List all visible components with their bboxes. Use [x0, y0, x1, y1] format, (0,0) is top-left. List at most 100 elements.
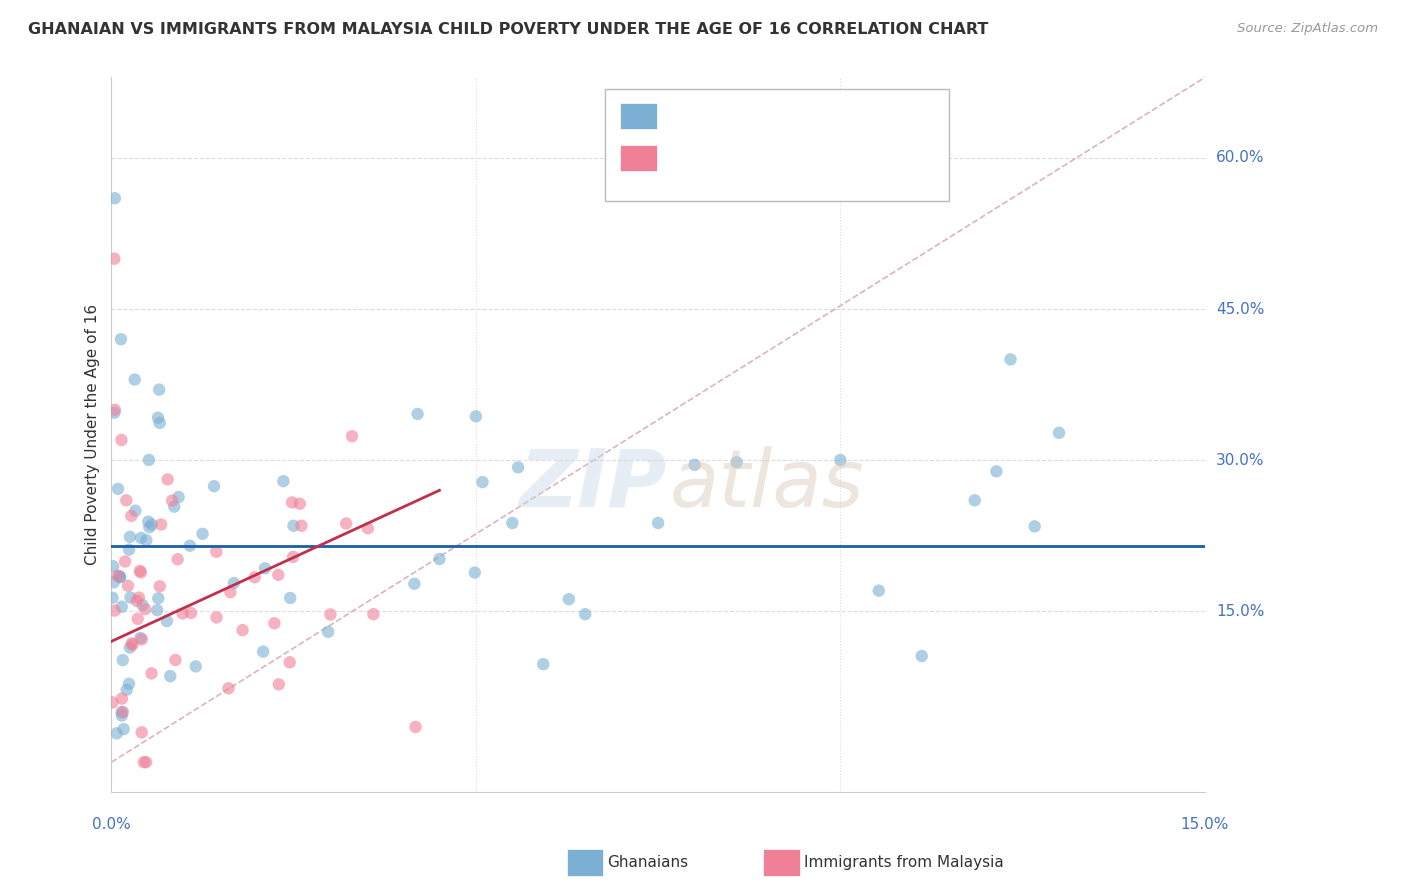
Text: -0.005: -0.005 — [713, 109, 770, 123]
Text: ZIP: ZIP — [519, 446, 666, 524]
Point — [506, 460, 529, 475]
Point — [121, 636, 143, 650]
Point — [117, 579, 139, 593]
Text: R =: R = — [661, 151, 700, 165]
Point — [149, 416, 172, 430]
Point — [253, 561, 276, 575]
Point — [202, 479, 225, 493]
Point — [124, 504, 146, 518]
Point — [205, 610, 228, 624]
Text: 0.0%: 0.0% — [91, 817, 131, 832]
Point — [263, 616, 285, 631]
Point — [232, 623, 254, 637]
Text: R =: R = — [661, 109, 696, 123]
Point — [118, 542, 141, 557]
Text: Source: ZipAtlas.com: Source: ZipAtlas.com — [1237, 22, 1378, 36]
Point — [128, 564, 150, 578]
Point — [125, 594, 148, 608]
Point — [647, 516, 669, 530]
Point — [316, 624, 339, 639]
Point — [111, 705, 134, 719]
Point — [115, 682, 138, 697]
Point — [267, 568, 290, 582]
Point — [184, 659, 207, 673]
Point — [319, 607, 342, 622]
Point — [138, 453, 160, 467]
Point — [132, 755, 155, 769]
Point — [136, 515, 159, 529]
Point — [683, 458, 706, 472]
Point — [166, 552, 188, 566]
Text: Ghanaians: Ghanaians — [607, 855, 689, 870]
Text: atlas: atlas — [671, 446, 865, 524]
Point — [160, 493, 183, 508]
Text: 53: 53 — [837, 151, 859, 165]
Point — [278, 655, 301, 669]
Point — [107, 482, 129, 496]
Point — [404, 576, 426, 591]
Point — [111, 653, 134, 667]
Point — [120, 508, 142, 523]
Text: N =: N = — [787, 151, 824, 165]
Point — [830, 453, 852, 467]
Point — [357, 521, 380, 535]
Point — [108, 569, 131, 583]
Point — [531, 657, 554, 672]
Point — [101, 591, 124, 605]
Point — [141, 666, 163, 681]
Point — [131, 632, 153, 647]
Point — [1047, 425, 1070, 440]
Point — [141, 517, 163, 532]
Point — [146, 410, 169, 425]
Point — [118, 677, 141, 691]
Point — [278, 591, 301, 605]
Point — [111, 599, 134, 614]
Point — [124, 372, 146, 386]
Text: Immigrants from Malaysia: Immigrants from Malaysia — [804, 855, 1004, 870]
Text: GHANAIAN VS IMMIGRANTS FROM MALAYSIA CHILD POVERTY UNDER THE AGE OF 16 CORRELATI: GHANAIAN VS IMMIGRANTS FROM MALAYSIA CHI… — [28, 22, 988, 37]
Point — [129, 566, 152, 580]
Text: 74: 74 — [837, 109, 859, 123]
Text: 30.0%: 30.0% — [1216, 452, 1264, 467]
Point — [222, 576, 245, 591]
Point — [159, 669, 181, 683]
Point — [114, 554, 136, 568]
Point — [103, 252, 125, 266]
Point — [288, 497, 311, 511]
Point — [148, 383, 170, 397]
Point — [429, 552, 451, 566]
Point — [191, 526, 214, 541]
Point — [911, 648, 934, 663]
Point — [103, 559, 125, 574]
Point — [868, 583, 890, 598]
Point — [363, 607, 385, 622]
Point — [179, 539, 201, 553]
Point — [103, 406, 125, 420]
Point — [205, 545, 228, 559]
Point — [111, 691, 134, 706]
Point — [148, 591, 170, 606]
Point — [135, 533, 157, 548]
Point — [165, 653, 187, 667]
Point — [103, 575, 125, 590]
Point — [129, 531, 152, 545]
Point — [501, 516, 523, 530]
Point — [156, 472, 179, 486]
Text: 0.266: 0.266 — [713, 151, 763, 165]
Point — [105, 726, 128, 740]
Point — [118, 530, 141, 544]
Point — [281, 495, 304, 509]
Point — [108, 570, 131, 584]
Point — [464, 409, 486, 424]
Text: N =: N = — [787, 109, 824, 123]
Point — [464, 566, 486, 580]
Point — [115, 493, 138, 508]
Point — [121, 638, 143, 652]
Point — [283, 518, 305, 533]
Point — [340, 429, 363, 443]
Point — [252, 645, 274, 659]
Point — [335, 516, 357, 531]
Point — [273, 474, 295, 488]
Text: 15.0%: 15.0% — [1216, 604, 1264, 619]
Point — [405, 720, 427, 734]
